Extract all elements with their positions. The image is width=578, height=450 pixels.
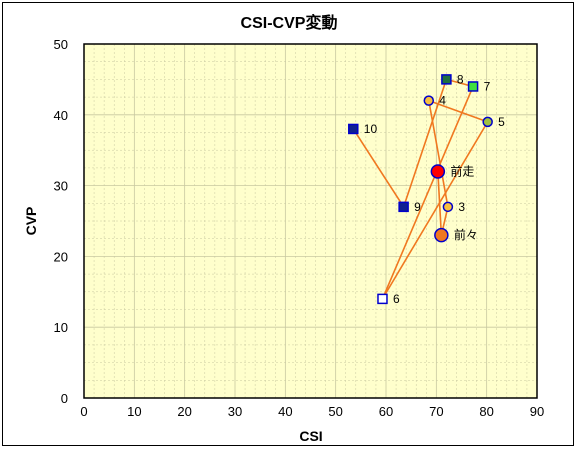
plot-border <box>83 43 538 399</box>
x-tick-label: 0 <box>80 404 87 419</box>
data-point-label: 6 <box>393 292 400 306</box>
path-segment <box>381 121 489 300</box>
data-point-label: 10 <box>364 122 378 136</box>
x-axis-ticks: 0 10 20 30 40 50 60 70 80 90 <box>80 404 544 419</box>
data-point-label: 前々 <box>454 227 478 242</box>
y-tick-label: 40 <box>54 108 68 123</box>
x-tick-label: 60 <box>379 404 393 419</box>
x-tick-label: 80 <box>479 404 493 419</box>
y-axis-ticks: 0 10 20 30 40 50 <box>54 37 68 406</box>
data-point-label: 5 <box>498 115 505 129</box>
data-point-marker <box>442 201 454 213</box>
x-tick-label: 50 <box>328 404 342 419</box>
data-point-label: 9 <box>414 200 421 214</box>
data-point-marker <box>430 164 446 179</box>
path-segment <box>427 100 449 207</box>
data-point-marker <box>482 116 493 128</box>
y-tick-label: 0 <box>61 391 68 406</box>
data-point-label: 7 <box>484 79 491 93</box>
data-point-marker <box>434 227 449 243</box>
x-tick-label: 10 <box>127 404 141 419</box>
data-point-marker <box>441 74 452 85</box>
path-segment <box>352 128 405 208</box>
y-tick-label: 30 <box>54 179 68 194</box>
x-tick-label: 20 <box>177 404 191 419</box>
path-segment <box>402 79 448 208</box>
data-point-label: 8 <box>457 72 464 86</box>
y-axis-label: CVP <box>23 207 39 236</box>
data-markers <box>348 74 493 305</box>
data-point-label: 3 <box>458 200 465 214</box>
data-point-label: 前走 <box>450 163 474 178</box>
data-point-marker <box>467 81 479 92</box>
x-tick-label: 70 <box>429 404 443 419</box>
path-segment <box>381 86 474 300</box>
x-axis-label: CSI <box>299 428 322 444</box>
chart-title: CSI-CVP変動 <box>241 13 338 32</box>
x-tick-label: 40 <box>278 404 292 419</box>
x-tick-label: 90 <box>530 404 544 419</box>
data-point-marker <box>398 201 409 213</box>
x-tick-label: 30 <box>228 404 242 419</box>
y-tick-label: 50 <box>54 37 68 52</box>
data-point-marker <box>377 293 388 305</box>
y-tick-label: 20 <box>54 249 68 264</box>
data-point-marker <box>423 95 435 106</box>
y-tick-label: 10 <box>54 320 68 335</box>
data-point-label: 4 <box>439 94 446 108</box>
data-point-marker <box>348 123 359 135</box>
